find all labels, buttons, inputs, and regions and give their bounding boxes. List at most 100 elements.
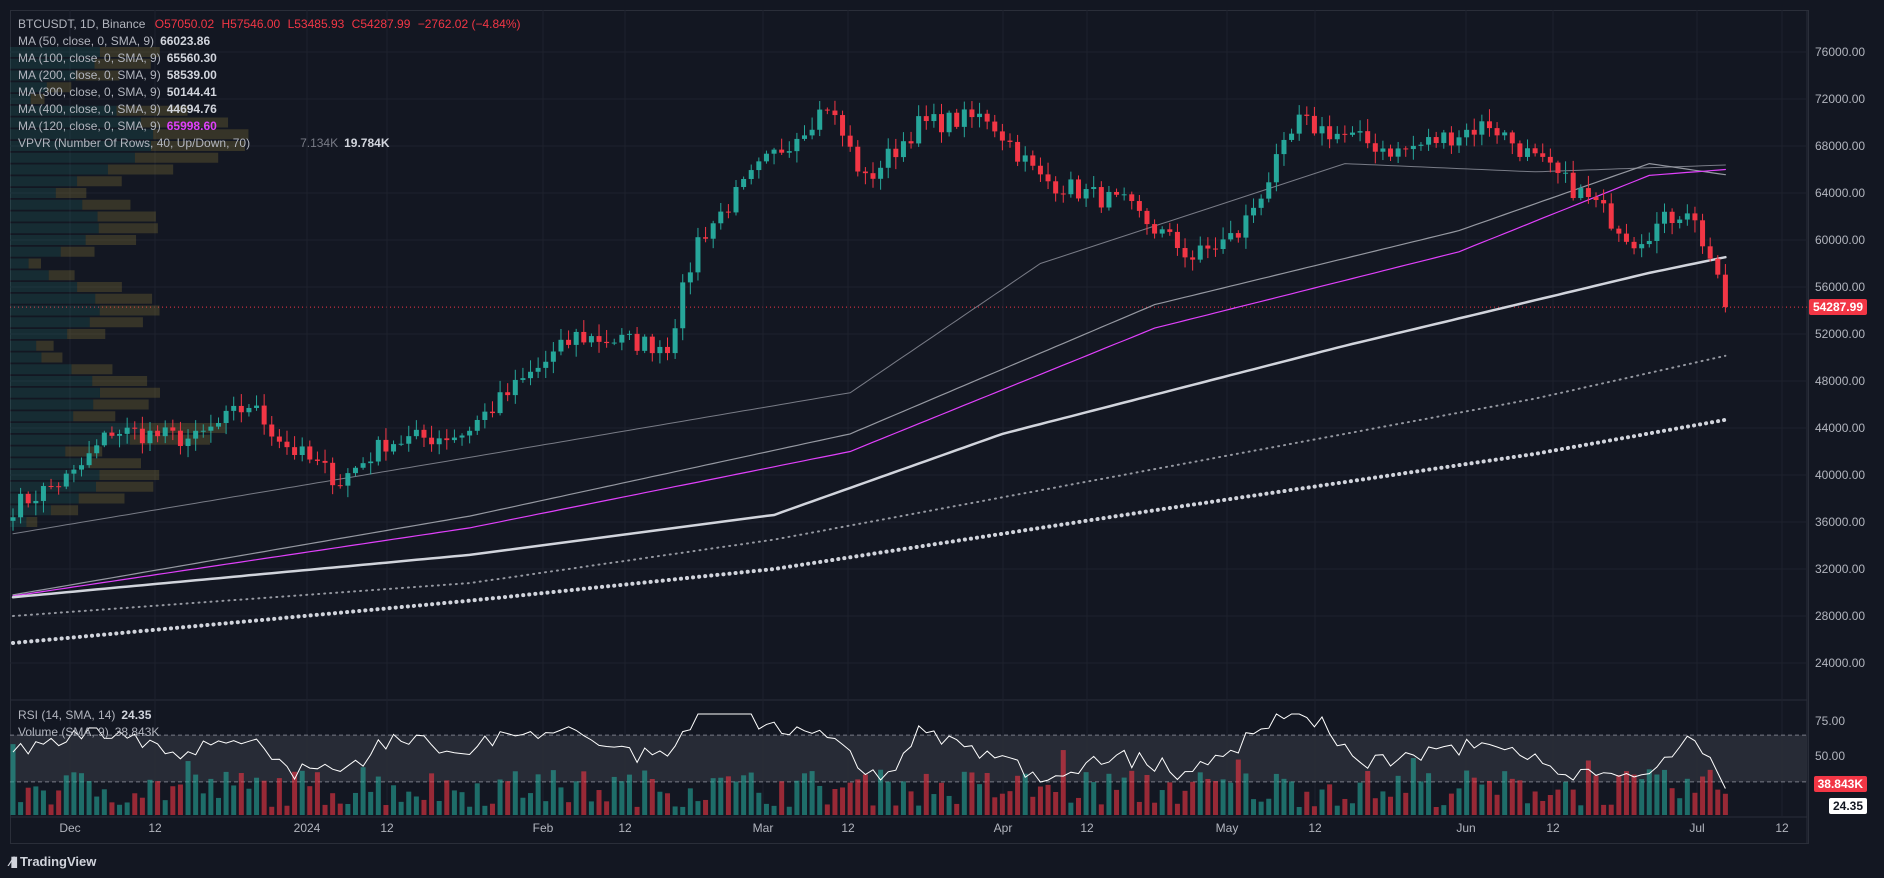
candle-body [1654,223,1660,241]
indicator-row[interactable]: MA (50, close, 0, SMA, 9) 66023.86 [18,33,520,50]
candle-body [391,444,397,452]
vpvr-bar-down [92,376,148,386]
indicator-value: 66023.86 [160,34,211,48]
price-tick-label: 76000.00 [1815,45,1865,59]
candle-body [421,429,427,438]
candle-body [809,129,815,136]
volume-bar [1053,791,1059,815]
candle-body [1669,211,1675,224]
volume-bar [1662,769,1668,815]
ma-line [12,163,1726,535]
candle-body [512,379,518,396]
candle-body [1311,115,1317,134]
candle-body [1426,137,1432,145]
indicator-row[interactable]: MA (300, close, 0, SMA, 9) 50144.41 [18,84,520,101]
candle-body [1563,172,1569,174]
vpvr-bar-down [153,129,249,140]
candle-body [109,432,115,436]
volume-bar [1022,773,1028,815]
volume-bar [1669,788,1675,815]
vpvr-bar-down [50,505,79,516]
candle-body [25,493,31,504]
indicator-row[interactable]: MA (120, close, 0, SMA, 9) 65998.60 [18,118,520,135]
vpvr-bar-up [10,246,61,257]
candle-body [1258,198,1264,208]
volume-bar [63,775,69,815]
vpvr-bar-down [41,352,63,363]
time-tick-label: 12 [380,821,394,835]
candle-body [1464,129,1470,138]
volume-bar [885,781,891,815]
candle-body [406,436,412,444]
rsi-value: 24.35 [121,708,152,722]
volume-bar [391,785,397,815]
candle-body [1722,274,1728,308]
volume-bar [1692,792,1698,815]
candle-body [155,430,161,437]
candle-body [1593,197,1599,201]
vpvr-bar-up [10,517,27,527]
candle-body [1365,131,1371,144]
vpvr-bar-down [140,117,229,128]
volume-bar [1715,789,1721,815]
tradingview-logo[interactable]: ⁄▮ TradingView [10,853,96,870]
candle-body [1349,132,1355,135]
candle-body [1235,233,1241,238]
candle-body [208,426,214,431]
candle-body [604,341,610,344]
vpvr-bar-down [65,446,103,457]
indicator-row[interactable]: VPVR (Number Of Rows, 40, Up/Down, 70) 7.… [18,135,520,152]
volume-bar [771,805,777,815]
volume-bar [1037,786,1043,815]
volume-bar [1639,779,1645,815]
volume-bar [1091,782,1097,815]
volume-legend[interactable]: Volume (SMA, 9) 38.843K [18,724,159,741]
volume-bar [254,777,260,815]
volume-bar [1190,781,1196,815]
candle-body [63,473,69,487]
indicator-row[interactable]: MA (400, close, 0, SMA, 9) 44694.76 [18,101,520,118]
candle-body [330,462,336,486]
candle-body [733,187,739,213]
volume-bar [1319,789,1325,815]
volume-bar [1304,791,1310,815]
candle-body [383,439,389,452]
candle-body [238,405,244,413]
candle-body [246,407,252,413]
volume-bar [1007,791,1013,815]
candle-body [398,443,404,445]
volume-bar [847,782,853,815]
volume-bar [459,792,465,815]
candle-body [162,427,168,437]
indicator-row[interactable]: MA (200, close, 0, SMA, 9) 58539.00 [18,67,520,84]
vpvr-bar-up [10,152,135,163]
symbol-label[interactable]: BTCUSDT, 1D, Binance [18,17,146,31]
rsi-legend[interactable]: RSI (14, SMA, 14) 24.35 [18,707,159,724]
volume-bar [1547,794,1553,815]
vpvr-bar-up [10,211,98,222]
volume-bar [1486,780,1492,815]
time-tick-label: 12 [1308,821,1322,835]
volume-bar [1517,780,1523,815]
candle-body [1395,148,1401,157]
volume-bar [337,803,343,815]
price-tick-label: 52000.00 [1815,327,1865,341]
candle-body [1707,246,1713,259]
vpvr-bar-down [94,58,151,69]
time-tick-label: May [1216,821,1239,835]
vpvr-bar-up [10,376,93,386]
volume-bar [444,780,450,815]
price-tick-label: 56000.00 [1815,280,1865,294]
candle-body [1646,240,1652,245]
price-tick-label: 60000.00 [1815,233,1865,247]
indicator-row[interactable]: MA (100, close, 0, SMA, 9) 65560.30 [18,50,520,67]
candle-body [756,161,762,171]
candle-body [893,148,899,158]
candle-body [1547,156,1553,163]
candle-body [292,447,298,455]
volume-bar [672,806,678,815]
vpvr-bar-up [10,411,74,422]
volume-bar [124,802,130,815]
candle-body [619,334,625,343]
